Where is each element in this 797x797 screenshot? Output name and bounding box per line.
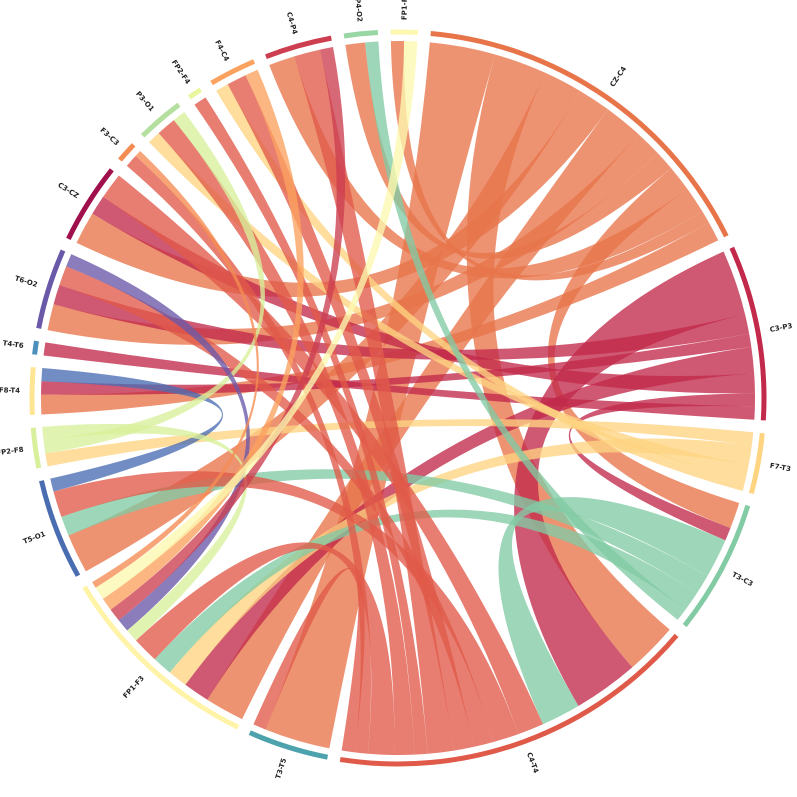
chord-ribbon — [294, 49, 455, 754]
node-label: FP2-F4 — [170, 59, 192, 86]
node-label: T5-O1 — [22, 530, 47, 546]
chord-ribbon — [47, 134, 658, 345]
chord-ribbon — [43, 342, 755, 420]
chord-ribbon — [227, 75, 474, 751]
node-arc — [140, 102, 181, 138]
node-label: F4-C4 — [213, 39, 230, 63]
node-arc — [430, 30, 729, 238]
node-arc — [339, 633, 679, 767]
node-arc — [248, 730, 329, 760]
ribbons — [40, 41, 755, 755]
node-arc — [210, 59, 256, 86]
node-label: CZ-C4 — [609, 65, 629, 89]
chord-ribbon — [68, 72, 581, 572]
node-arc — [29, 367, 36, 415]
node-label: T3-C3 — [731, 571, 755, 589]
node-arc — [748, 432, 765, 495]
node-label: C3-P3 — [769, 322, 793, 334]
node-arc — [187, 87, 203, 100]
node-label: P3-O1 — [134, 90, 156, 113]
node-label: C3-CZ — [56, 181, 80, 200]
chord-ribbon — [466, 54, 670, 668]
node-arc — [82, 585, 240, 730]
chord-ribbon — [269, 56, 703, 279]
chord-ribbon — [53, 285, 750, 360]
node-label: F7-T3 — [769, 462, 791, 474]
node-label: C4-T4 — [525, 751, 540, 774]
chord-ribbon — [498, 497, 726, 725]
chord-ribbon — [41, 333, 752, 395]
chord-ribbon — [103, 175, 544, 735]
chord-ribbon — [110, 46, 346, 621]
node-label: F8-T4 — [0, 386, 20, 394]
node-label: FP1-F7 — [401, 0, 409, 20]
chord-ribbon — [207, 109, 639, 720]
node-arc — [390, 29, 419, 36]
node-label: T4-T6 — [2, 339, 24, 350]
node-label: P4-O2 — [353, 0, 363, 22]
node-arc — [36, 249, 66, 329]
chord-ribbon — [41, 367, 223, 492]
node-arc — [729, 246, 767, 421]
node-arc — [682, 504, 751, 628]
chord-ribbon — [53, 471, 519, 743]
node-arc — [118, 143, 136, 162]
node-arc — [30, 427, 42, 469]
node-label: FP2-F8 — [0, 446, 24, 458]
chord-ribbon — [40, 222, 719, 415]
node-arc — [265, 35, 332, 59]
chord-ribbon — [92, 151, 259, 588]
node-label: T6-O2 — [14, 274, 39, 289]
node-arc — [32, 340, 39, 355]
node-arc — [343, 30, 379, 39]
chord-ribbon — [253, 567, 365, 753]
chord-ribbon — [135, 542, 395, 755]
node-label: T3-T5 — [274, 757, 288, 780]
node-arc — [66, 168, 114, 240]
node-arc — [39, 480, 81, 577]
node-label: F3-C3 — [98, 126, 120, 147]
node-label: C4-P4 — [285, 11, 299, 35]
node-label: FP1-F3 — [122, 674, 146, 700]
